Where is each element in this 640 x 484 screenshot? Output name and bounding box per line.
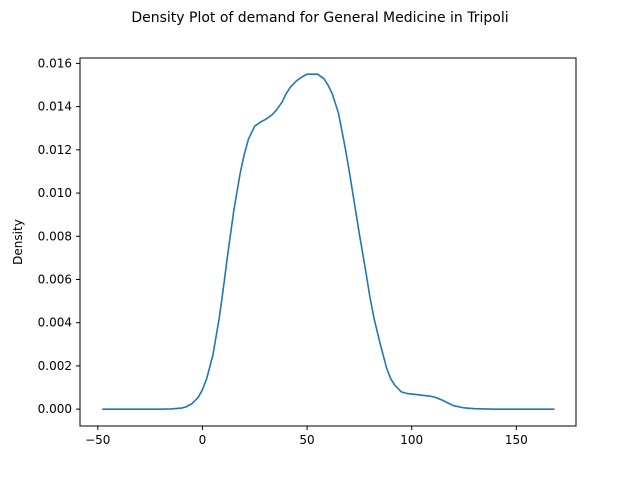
x-tick-label: 50: [299, 433, 314, 447]
plot-layer: −50 0 50 100 150 0.000 0.002 0.004 0.006 0.008 0.0…: [38, 56, 577, 447]
y-tick-label: 0.006: [38, 272, 72, 286]
x-tick-label: −50: [85, 433, 110, 447]
plot-frame: [79, 57, 577, 427]
x-tick-label: 0: [199, 433, 207, 447]
y-tick-label: 0.014: [38, 100, 72, 114]
x-tick-label: 150: [505, 433, 528, 447]
density-curve-0: [102, 73, 555, 410]
y-tick-label: 0.016: [38, 56, 72, 70]
y-axis-label: Density: [11, 219, 25, 265]
y-tick-label: 0.004: [38, 316, 72, 330]
chart-title: Density Plot of demand for General Medic…: [131, 10, 508, 26]
y-tick-label: 0.002: [38, 359, 72, 373]
x-tick-label: 100: [400, 433, 423, 447]
y-tick-label: 0.010: [38, 186, 72, 200]
y-tick-label: 0.008: [38, 229, 72, 243]
y-tick-label: 0.000: [38, 402, 72, 416]
y-tick-label: 0.012: [38, 143, 72, 157]
